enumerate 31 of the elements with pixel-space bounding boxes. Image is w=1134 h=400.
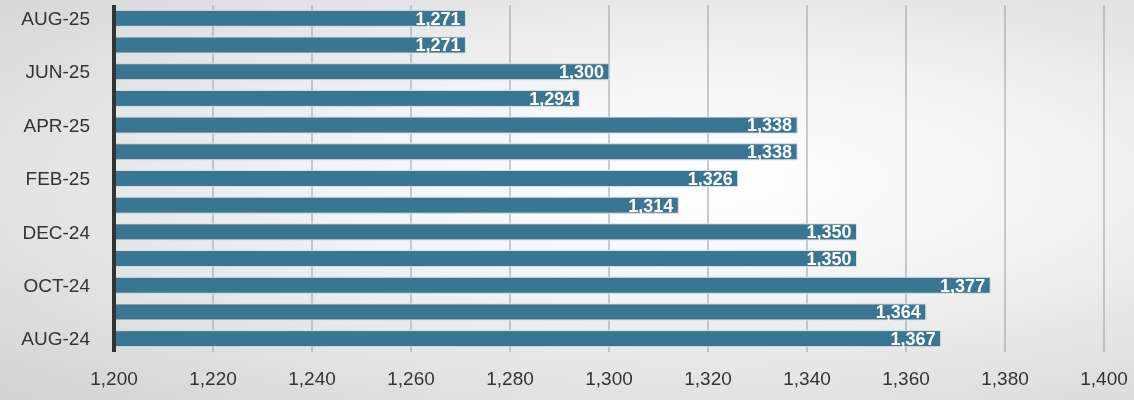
x-tick-label: 1,200 (90, 368, 138, 390)
y-tick-label: OCT-24 (23, 275, 91, 297)
x-tick-label: 1,240 (288, 368, 336, 390)
data-label: 1,271 (415, 8, 461, 29)
data-label: 1,271 (415, 35, 461, 56)
x-tick-label: 1,320 (684, 368, 732, 390)
data-label: 1,338 (747, 115, 793, 136)
y-tick-label: AUG-24 (21, 328, 91, 350)
data-label: 1,326 (687, 168, 733, 189)
data-label: 1,314 (628, 195, 674, 216)
y-tick-label: APR-25 (23, 114, 90, 136)
y-tick-label: JUN-25 (25, 61, 90, 83)
x-tick-label: 1,360 (882, 368, 930, 390)
x-tick-label: 1,260 (387, 368, 435, 390)
data-label: 1,300 (558, 62, 604, 83)
y-tick-label: DEC-24 (22, 221, 91, 243)
data-label: 1,364 (875, 302, 921, 323)
data-label: 1,350 (806, 222, 852, 243)
y-tick-label: AUG-25 (21, 8, 90, 30)
x-tick-label: 1,340 (783, 368, 831, 390)
x-tick-label: 1,380 (981, 368, 1029, 390)
data-label: 1,350 (806, 248, 852, 269)
data-label: 1,294 (529, 88, 575, 109)
data-label: 1,377 (940, 275, 986, 296)
x-tick-label: 1,280 (486, 368, 534, 390)
x-tick-label: 1,400 (1080, 368, 1128, 390)
y-tick-label: FEB-25 (25, 168, 90, 190)
data-label: 1,367 (890, 329, 936, 350)
x-tick-label: 1,300 (585, 368, 633, 390)
data-label: 1,338 (747, 142, 793, 163)
x-tick-label: 1,220 (189, 368, 237, 390)
